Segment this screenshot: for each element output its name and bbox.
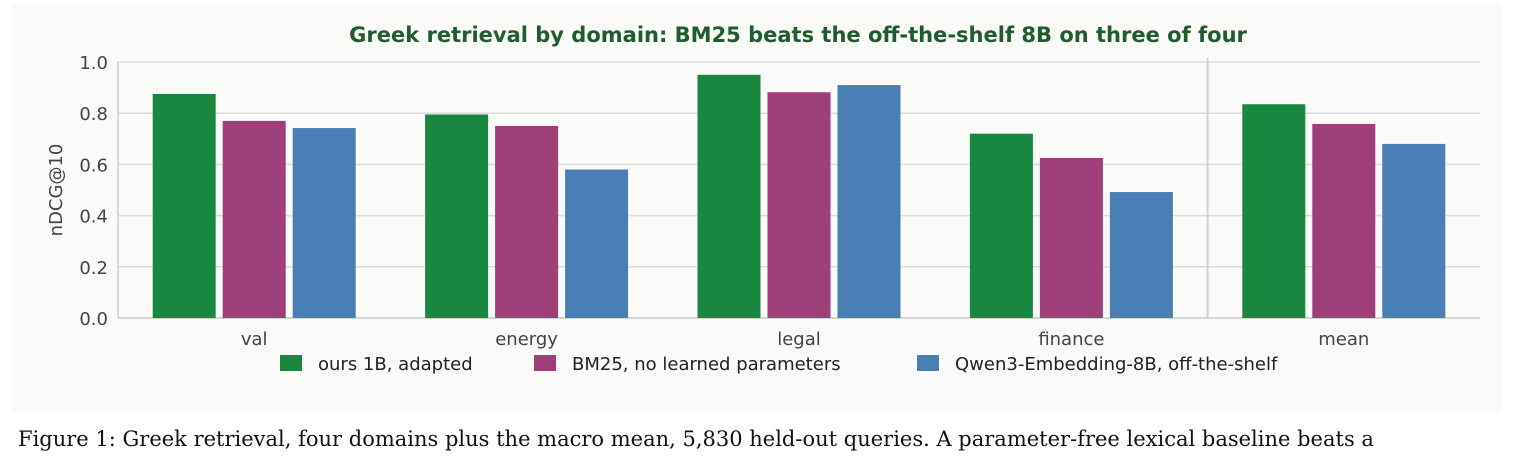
- x-tick-label: val: [241, 329, 268, 350]
- bar-mean-3: [1382, 143, 1446, 318]
- bar-chart: 0.0 0.2 0.4 0.6 0.8 1.0 val energy legal finance…: [46, 23, 1480, 375]
- bar-energy-3: [565, 169, 629, 318]
- y-tick-label: 0.4: [79, 207, 108, 228]
- legend-swatch: [280, 355, 302, 371]
- x-tick-label: legal: [777, 329, 821, 350]
- bar-legal-1: [697, 74, 761, 318]
- y-tick-labels: 0.0 0.2 0.4 0.6 0.8 1.0: [79, 53, 108, 330]
- x-tick-label: energy: [495, 329, 558, 350]
- chart-panel: 0.0 0.2 0.4 0.6 0.8 1.0 val energy legal finance…: [12, 4, 1502, 412]
- bar-legal-3: [837, 85, 901, 318]
- x-tick-label: finance: [1038, 329, 1104, 350]
- bar-mean-2: [1312, 123, 1376, 319]
- bar-finance-3: [1109, 192, 1173, 318]
- legend-label: ours 1B, adapted: [318, 354, 473, 375]
- bar-val-2: [222, 120, 286, 318]
- figure-caption: Figure 1: Greek retrieval, four domains …: [0, 424, 1530, 470]
- bar-mean-1: [1242, 104, 1306, 319]
- y-tick-label: 1.0: [79, 53, 108, 74]
- bar-val-1: [152, 94, 216, 318]
- legend-label: BM25, no learned parameters: [572, 354, 841, 375]
- y-axis-label: nDCG@10: [46, 144, 67, 237]
- bar-energy-1: [425, 114, 489, 318]
- bars: [152, 74, 1446, 319]
- legend: ours 1B, adapted BM25, no learned paramet…: [280, 354, 1278, 375]
- x-tick-label: mean: [1318, 329, 1369, 350]
- legend-swatch: [917, 355, 939, 371]
- y-tick-label: 0.6: [79, 155, 108, 176]
- bar-energy-2: [495, 126, 559, 318]
- bar-finance-2: [1039, 158, 1103, 318]
- y-tick-label: 0.8: [79, 104, 108, 125]
- y-tick-label: 0.0: [79, 309, 108, 330]
- caption-text: Figure 1: Greek retrieval, four domains …: [18, 427, 1374, 451]
- y-tick-label: 0.2: [79, 258, 108, 279]
- chart-title: Greek retrieval by domain: BM25 beats th…: [349, 23, 1247, 47]
- bar-finance-1: [969, 133, 1033, 318]
- bar-val-3: [292, 128, 356, 318]
- legend-swatch: [534, 355, 556, 371]
- x-tick-labels: val energy legal finance mean: [241, 329, 1369, 350]
- bar-legal-2: [767, 92, 831, 318]
- legend-label: Qwen3-Embedding-8B, off-the-shelf: [955, 354, 1278, 375]
